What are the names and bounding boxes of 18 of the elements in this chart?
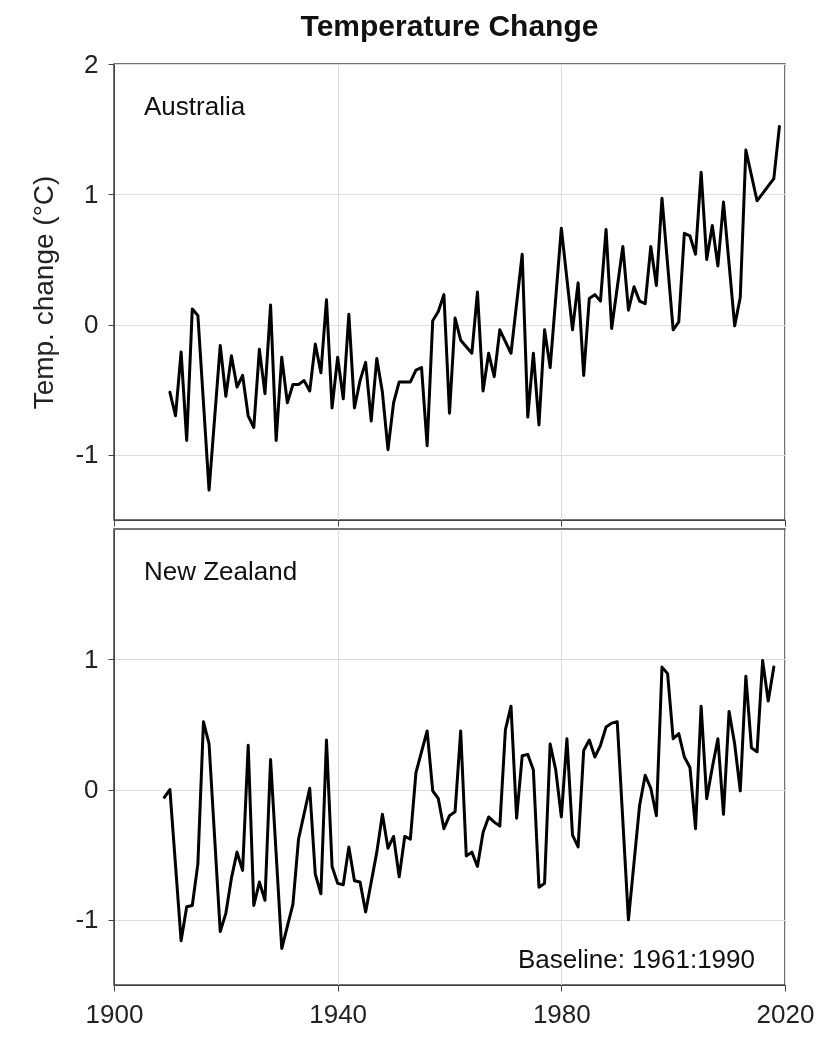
x-tick-label: 1940 <box>309 998 368 1029</box>
chart-title: Temperature Change <box>300 9 599 43</box>
y-tick-label: 0 <box>84 309 99 340</box>
y-tick-label: -1 <box>75 439 99 470</box>
y-tick-label: 2 <box>84 48 99 79</box>
y-axis-title: Temp. change (°C) <box>28 175 60 410</box>
y-tick-label: -1 <box>75 904 99 935</box>
y-tick-label: 1 <box>84 643 99 674</box>
annotation: Baseline: 1961:1990 <box>517 944 755 974</box>
y-tick-label: 0 <box>84 774 99 805</box>
x-tick-label: 1900 <box>85 998 144 1029</box>
x-tick-label: 2020 <box>756 998 815 1029</box>
y-tick-label: 1 <box>84 178 99 209</box>
x-tick-label: 1980 <box>532 998 591 1029</box>
line-series <box>168 125 781 492</box>
line-series <box>162 659 776 951</box>
text: Australia <box>144 91 246 121</box>
text: New Zealand <box>144 556 298 586</box>
